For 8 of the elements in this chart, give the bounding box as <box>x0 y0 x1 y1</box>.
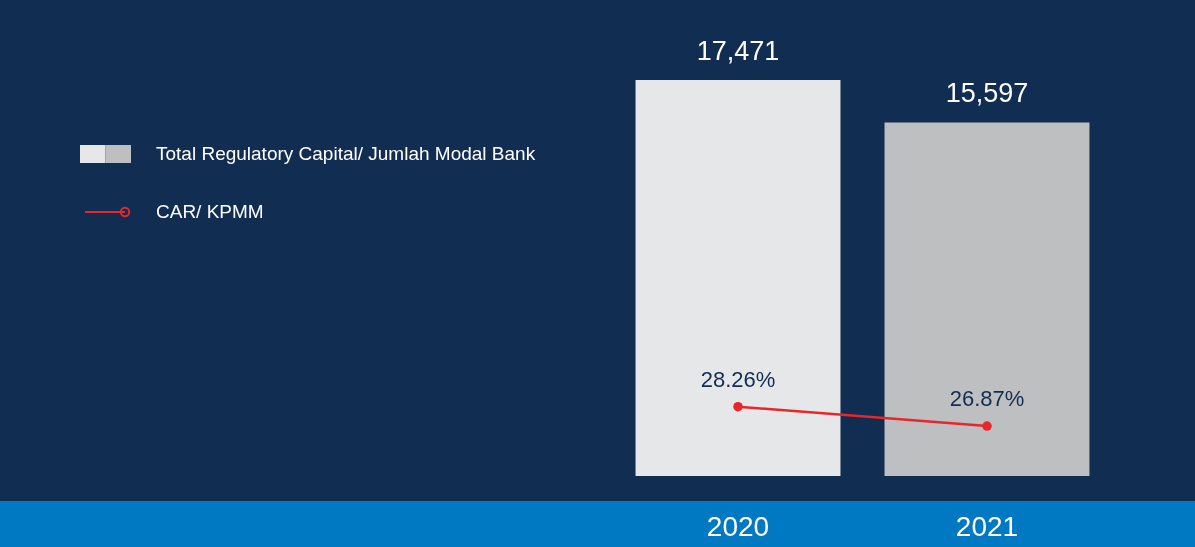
data-label: 15,597 <box>945 78 1029 109</box>
data-label: 26.87% <box>949 386 1025 412</box>
data-label: 28.26% <box>700 366 776 392</box>
legend-label: CAR/ KPMM <box>156 201 264 222</box>
x-tick-label: 2021 <box>955 510 1019 542</box>
data-label: 17,471 <box>696 36 780 66</box>
x-tick-label: 2020 <box>706 510 770 542</box>
legend-label: Total Regulatory Capital/ Jumlah Modal Bank <box>156 143 536 164</box>
